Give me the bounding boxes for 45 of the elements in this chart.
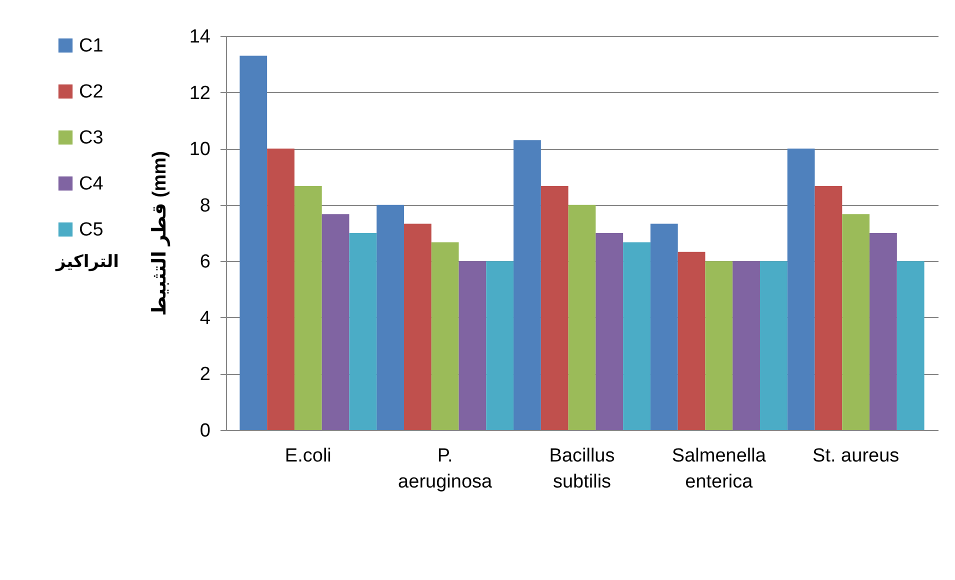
bar xyxy=(896,261,924,430)
bar xyxy=(240,56,268,430)
y-tick-label: 2 xyxy=(200,364,210,386)
bar xyxy=(760,261,788,430)
bar xyxy=(486,261,514,430)
bar xyxy=(514,140,541,430)
legend-label: C5 xyxy=(79,220,104,240)
x-tick-label: Salmenella enterica xyxy=(672,446,766,492)
legend-label: C3 xyxy=(79,128,104,148)
bar xyxy=(842,214,870,430)
bar xyxy=(404,224,432,430)
legend-label: C4 xyxy=(79,174,104,194)
bar xyxy=(568,204,596,430)
bar xyxy=(431,242,459,430)
legend-title: التراكيز xyxy=(55,252,119,272)
legend-label: C1 xyxy=(79,36,104,56)
bar xyxy=(540,186,568,430)
bar xyxy=(870,233,897,430)
y-tick-label: 10 xyxy=(189,139,210,160)
bar xyxy=(596,233,624,430)
y-tick-label: 12 xyxy=(189,82,210,104)
bar xyxy=(814,186,842,430)
bar xyxy=(732,261,760,430)
bar xyxy=(705,261,733,430)
legend-label: C2 xyxy=(79,82,104,102)
y-tick-label: 0 xyxy=(200,420,210,442)
bar xyxy=(267,148,294,430)
bar xyxy=(623,242,650,430)
bar xyxy=(349,233,377,430)
bar xyxy=(458,261,486,430)
y-tick-label: 14 xyxy=(189,26,211,48)
bar xyxy=(322,214,350,430)
bar xyxy=(787,148,815,430)
x-tick-label: Bacillus subtilis xyxy=(549,446,615,492)
bar xyxy=(294,186,322,430)
y-tick-label: 6 xyxy=(200,252,210,273)
y-tick-label: 8 xyxy=(200,195,210,216)
bar xyxy=(376,204,404,430)
bar xyxy=(650,224,678,430)
y-axis-title: قطر التثبيط (mm) xyxy=(149,151,170,316)
bar xyxy=(678,252,706,430)
x-tick-label: St. aureus xyxy=(812,446,900,466)
x-tick-label: E.coli xyxy=(284,446,332,466)
y-tick-label: 4 xyxy=(200,308,211,329)
x-tick-label: P. aeruginosa xyxy=(398,446,493,492)
